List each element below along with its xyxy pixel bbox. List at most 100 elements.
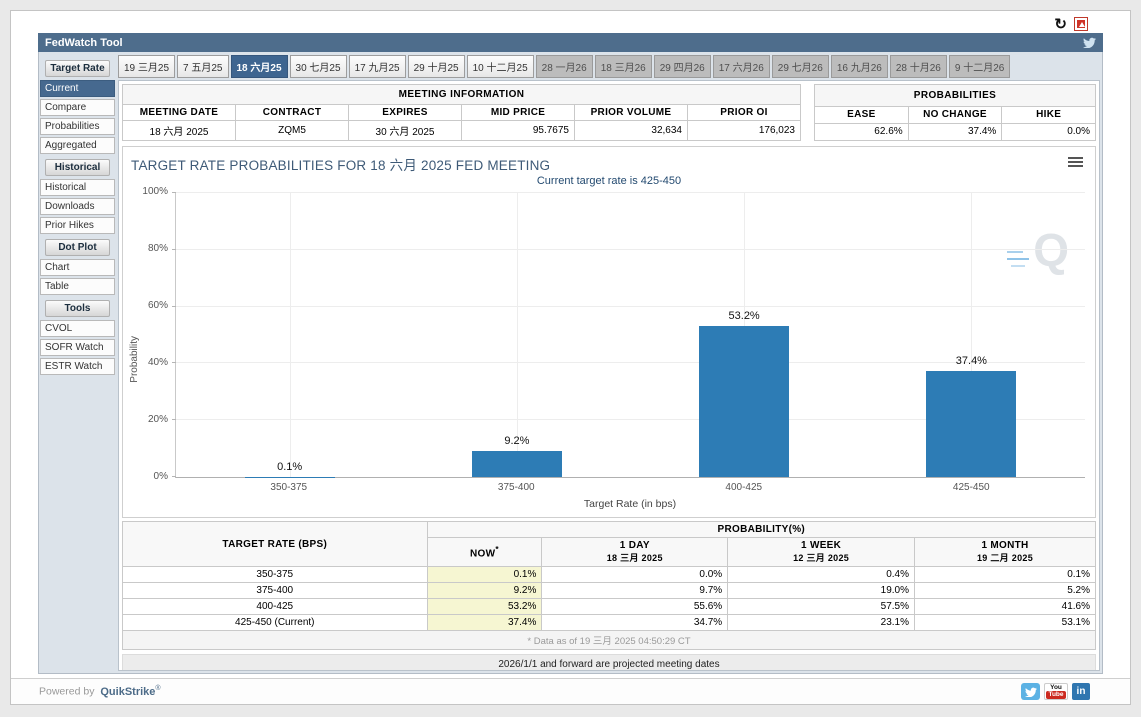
probability-cell: 0.1% xyxy=(426,566,543,583)
info-tables: MEETING INFORMATION MEETING DATE CONTRACT E… xyxy=(121,83,1097,142)
bar-column-400-425: 53.2% xyxy=(631,193,858,477)
x-tick-label: 400-425 xyxy=(725,482,763,493)
rate-cell: 425-450 (Current) xyxy=(122,614,428,631)
probability-cell: 0.1% xyxy=(914,566,1096,583)
bar-column-375-400: 9.2% xyxy=(403,193,630,477)
sidebar-item-cvol[interactable]: CVOL xyxy=(40,320,115,337)
sidebar-item-estr-watch[interactable]: ESTR Watch xyxy=(40,358,115,375)
tab-7-25[interactable]: 7 五月25 xyxy=(177,55,229,78)
probability-cell: 37.4% xyxy=(426,614,543,631)
probability-cell: 53.2% xyxy=(426,598,543,615)
rate-cell: 375-400 xyxy=(122,582,428,599)
content: Target Rate Current Compare Probabilities Ag… xyxy=(38,52,1103,674)
value-cell: 37.4% xyxy=(907,122,1003,142)
sidebar-item-compare[interactable]: Compare xyxy=(40,99,115,116)
tab-17-25[interactable]: 17 九月25 xyxy=(348,55,406,78)
probability-cell: 0.0% xyxy=(541,566,729,583)
column-header-prior-volume: PRIOR VOLUME xyxy=(574,104,688,121)
column-header-ease: EASE xyxy=(814,105,909,124)
probability-cell: 23.1% xyxy=(727,614,915,631)
column-header-probability: PROBABILITY(%) xyxy=(426,521,1097,538)
sidebar-section-tools[interactable]: Tools xyxy=(45,300,110,317)
tab-19-25[interactable]: 19 三月25 xyxy=(118,55,176,78)
sidebar-item-aggregated[interactable]: Aggregated xyxy=(40,137,115,154)
youtube-icon[interactable]: You Tube xyxy=(1044,683,1068,700)
x-tick-label: 350-375 xyxy=(270,482,308,493)
window-toolbar: ↻ xyxy=(11,11,1130,33)
table-title: PROBABILITIES xyxy=(814,84,1096,107)
bar-425-450[interactable] xyxy=(926,370,1017,477)
chart-subtitle: Current target rate is 425-450 xyxy=(536,175,682,187)
rate-cell: 400-425 xyxy=(122,598,428,615)
app-title: FedWatch Tool xyxy=(45,36,123,49)
y-axis-ticks: 0% 20% 40% 60% 80% 100% xyxy=(137,187,175,482)
value-cell: 32,634 xyxy=(574,120,688,141)
refresh-icon[interactable]: ↻ xyxy=(1054,15,1067,33)
tab-17-26: 17 六月26 xyxy=(712,55,770,78)
rate-cell: 350-375 xyxy=(122,566,428,583)
registered-mark: ® xyxy=(155,685,161,693)
tab-29-26: 29 四月26 xyxy=(653,55,711,78)
sidebar-section-dot-plot[interactable]: Dot Plot xyxy=(45,239,110,256)
sidebar: Target Rate Current Compare Probabilities Ag… xyxy=(39,52,116,673)
y-tick-label: 60% xyxy=(147,300,168,311)
tab-10-25[interactable]: 10 十二月25 xyxy=(466,55,534,78)
x-axis-label: Target Rate (in bps) xyxy=(583,498,677,510)
sidebar-item-probabilities[interactable]: Probabilities xyxy=(40,118,115,135)
sidebar-item-table[interactable]: Table xyxy=(40,278,115,295)
pdf-export-icon[interactable] xyxy=(1074,17,1088,31)
twitter-footer-icon[interactable] xyxy=(1021,683,1040,700)
main-panel: MEETING INFORMATION MEETING DATE CONTRACT E… xyxy=(118,80,1100,671)
quikstrike-link[interactable]: QuikStrike xyxy=(100,685,156,698)
data-as-of-note: * Data as of 19 三月 2025 04:50:29 CT xyxy=(122,630,1096,650)
powered-by: Powered by QuikStrike® xyxy=(39,685,161,698)
y-tick-label: 40% xyxy=(147,357,168,368)
bar-value-label: 37.4% xyxy=(955,354,987,367)
bar-375-400[interactable] xyxy=(471,450,562,477)
sidebar-item-sofr-watch[interactable]: SOFR Watch xyxy=(40,339,115,356)
probability-cell: 9.2% xyxy=(426,582,543,599)
probability-cell: 0.4% xyxy=(727,566,915,583)
bar-400-425[interactable] xyxy=(699,325,790,477)
chart-card: TARGET RATE PROBABILITIES FOR 18 六月 2025… xyxy=(122,146,1096,518)
table-row: 400-425 53.2% 55.6% 57.5% 41.6% xyxy=(122,598,1096,615)
tab-29-25[interactable]: 29 十月25 xyxy=(407,55,465,78)
x-tick-label: 375-400 xyxy=(497,482,535,493)
x-axis-ticks: 350-375 375-400 400-425 425-450 xyxy=(175,478,1085,493)
sidebar-item-historical[interactable]: Historical xyxy=(40,179,115,196)
footer: Powered by QuikStrike® You Tube in xyxy=(11,678,1130,704)
table-row: 62.6% 37.4% 0.0% xyxy=(814,122,1096,142)
column-header-no-change: NO CHANGE xyxy=(907,105,1003,124)
value-cell: 95.7675 xyxy=(461,120,575,141)
column-header-1-month: 1 MONTH 19 二月 2025 xyxy=(914,537,1096,567)
value-cell: 30 六月 2025 xyxy=(348,120,462,141)
probability-cell: 55.6% xyxy=(541,598,729,615)
sidebar-section-target-rate[interactable]: Target Rate xyxy=(45,60,110,77)
y-tick-label: 100% xyxy=(142,186,168,197)
column-header-meeting-date: MEETING DATE xyxy=(122,104,236,121)
watermark-dashes xyxy=(1007,251,1029,267)
chart-menu-icon[interactable] xyxy=(1068,154,1083,169)
twitter-icon[interactable] xyxy=(1083,37,1096,48)
sidebar-item-downloads[interactable]: Downloads xyxy=(40,198,115,215)
sidebar-section-historical[interactable]: Historical xyxy=(45,159,110,176)
probability-cell: 5.2% xyxy=(914,582,1096,599)
probabilities-table: PROBABILITIES EASE NO CHANGE HIKE 62.6% 37.4%… xyxy=(814,84,1096,142)
app-header: FedWatch Tool xyxy=(38,33,1103,52)
column-header-target-rate: TARGET RATE (BPS) xyxy=(122,521,428,567)
column-header-hike: HIKE xyxy=(1001,105,1096,124)
bar-value-label: 9.2% xyxy=(504,434,530,447)
bar-column-425-450: 37.4% xyxy=(858,193,1085,477)
tab-18-25[interactable]: 18 六月25 xyxy=(230,55,288,78)
probability-detail-table: TARGET RATE (BPS) PROBABILITY(%) NOW* 1 D… xyxy=(122,521,1097,650)
sidebar-item-current[interactable]: Current xyxy=(40,80,115,97)
chart-area: Probability 0% 20% 40% 60% 80% 100% Q 0.1% 9.2… xyxy=(129,187,1085,510)
sidebar-item-chart[interactable]: Chart xyxy=(40,259,115,276)
column-header-mid-price: MID PRICE xyxy=(461,104,575,121)
tab-30-25[interactable]: 30 七月25 xyxy=(289,55,347,78)
column-header-1-day: 1 DAY 18 三月 2025 xyxy=(541,537,729,567)
linkedin-icon[interactable]: in xyxy=(1072,683,1090,700)
table-row: 375-400 9.2% 9.7% 19.0% 5.2% xyxy=(122,582,1096,599)
sidebar-item-prior-hikes[interactable]: Prior Hikes xyxy=(40,217,115,234)
projected-meetings-note: 2026/1/1 and forward are projected meeti… xyxy=(122,654,1096,670)
